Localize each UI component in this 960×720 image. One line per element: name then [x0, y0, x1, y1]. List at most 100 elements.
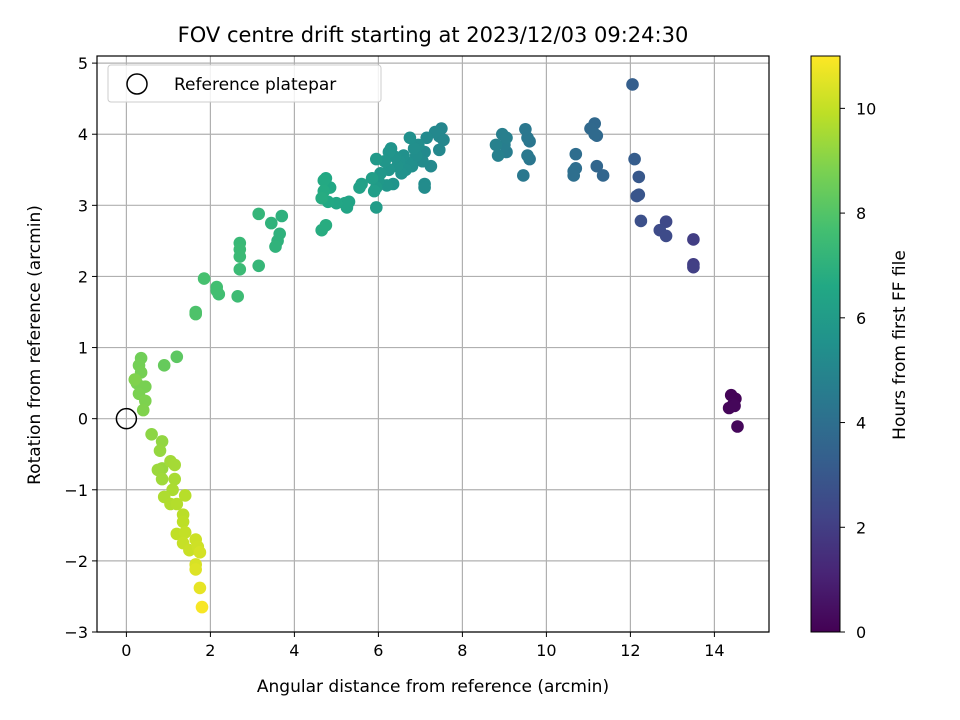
scatter-point	[569, 147, 583, 161]
x-tick-label: 14	[704, 641, 724, 660]
grid-lines	[97, 56, 769, 633]
scatter-point	[590, 159, 604, 173]
y-tick-label: −2	[64, 552, 88, 571]
scatter-point	[433, 143, 446, 157]
scatter-point	[252, 259, 265, 273]
y-tick-label: 0	[78, 410, 88, 429]
scatter-point	[193, 546, 207, 559]
scatter-point	[519, 122, 532, 136]
scatter-point	[370, 201, 383, 214]
scatter-point	[370, 152, 383, 166]
scatter-point	[157, 359, 171, 372]
scatter-point	[687, 260, 700, 274]
legend-box	[107, 64, 382, 103]
legend: Reference platepar	[107, 64, 382, 103]
colorbar-tick-label: 2	[856, 518, 866, 537]
scatter-point	[210, 284, 223, 297]
scatter-point	[317, 174, 331, 187]
y-tick-label: 4	[78, 125, 88, 144]
scatter-point	[178, 526, 192, 539]
scatter-point	[632, 188, 646, 201]
scatter-point	[489, 138, 503, 152]
x-tick-label: 0	[121, 641, 131, 660]
scatter-point	[319, 218, 333, 232]
colorbar-tick-label: 8	[856, 204, 866, 223]
scatter-point	[588, 127, 601, 141]
scatter-point	[275, 209, 289, 223]
scatter-point	[168, 458, 181, 472]
reference-platepar-marker	[115, 407, 138, 430]
x-tick-label: 12	[620, 641, 640, 660]
y-tick-label: 1	[78, 339, 88, 358]
colorbar-ticks: 0 2 4 6 8 10	[840, 99, 876, 642]
scatter-point	[155, 472, 169, 486]
scatter-points	[128, 78, 744, 614]
legend-reference-label: Reference platepar	[174, 75, 336, 95]
scatter-point	[315, 191, 329, 205]
x-tick-label: 6	[373, 641, 383, 660]
y-tick-label: −1	[64, 481, 88, 500]
colorbar-tick-label: 10	[856, 99, 876, 118]
scatter-point	[170, 497, 184, 511]
scatter-point	[731, 420, 744, 433]
x-axis-label: Angular distance from reference (arcmin)	[257, 677, 609, 697]
colorbar-tick-label: 4	[856, 414, 866, 433]
scatter-point	[728, 399, 741, 413]
scatter-point	[367, 184, 381, 198]
scatter-point	[365, 172, 379, 185]
scatter-point	[596, 169, 610, 182]
scatter-point	[193, 581, 207, 595]
scatter-point	[195, 600, 209, 614]
colorbar-tick-label: 0	[856, 623, 866, 642]
scatter-point	[176, 515, 190, 529]
scatter-point	[420, 131, 434, 145]
scatter-point	[521, 149, 534, 162]
y-tick-label: 5	[78, 54, 88, 73]
y-tick-label: 3	[78, 196, 88, 215]
colorbar-label: Hours from first FF file	[890, 250, 910, 440]
x-axis-ticks: 0 2 4 6 8 10 12 14	[121, 632, 725, 660]
legend-reference-marker	[126, 73, 148, 95]
scatter-point	[189, 563, 202, 576]
scatter-point	[128, 373, 142, 386]
scatter-point	[265, 216, 278, 230]
x-tick-label: 4	[289, 641, 299, 660]
scatter-point	[189, 307, 202, 321]
scatter-point	[403, 131, 417, 145]
scatter-point	[500, 131, 513, 145]
scatter-point	[166, 483, 179, 497]
scatter-point	[634, 214, 648, 228]
scatter-point	[491, 149, 505, 162]
scatter-point	[136, 403, 150, 417]
chart-title: FOV centre drift starting at 2023/12/03 …	[178, 23, 689, 47]
scatter-point	[437, 133, 450, 147]
scatter-point	[252, 207, 265, 221]
x-tick-label: 2	[205, 641, 215, 660]
scatter-point	[231, 290, 244, 303]
plot-frame	[96, 55, 770, 633]
scatter-point	[153, 444, 167, 457]
scatter-point	[197, 272, 211, 285]
scatter-point	[659, 229, 673, 243]
scatter-point	[170, 350, 184, 364]
colorbar	[810, 55, 841, 633]
scatter-point	[687, 233, 700, 246]
scatter-point	[418, 181, 431, 194]
scatter-point	[145, 428, 158, 441]
x-tick-label: 8	[457, 641, 467, 660]
reference-marker-layer	[115, 407, 138, 430]
colorbar-tick-label: 6	[856, 309, 866, 328]
scatter-point	[178, 489, 192, 502]
scatter-point	[168, 472, 181, 486]
scatter-point	[269, 240, 282, 253]
y-tick-label: 2	[78, 267, 88, 286]
scatter-point	[517, 169, 530, 182]
scatter-point	[353, 181, 366, 194]
y-tick-label: −3	[64, 623, 88, 642]
scatter-point	[628, 152, 641, 166]
y-axis-ticks: −3 −2 −1 0 1 2 3 4 5	[64, 54, 97, 642]
y-axis-label: Rotation from reference (arcmin)	[25, 205, 45, 485]
scatter-point	[632, 170, 646, 184]
